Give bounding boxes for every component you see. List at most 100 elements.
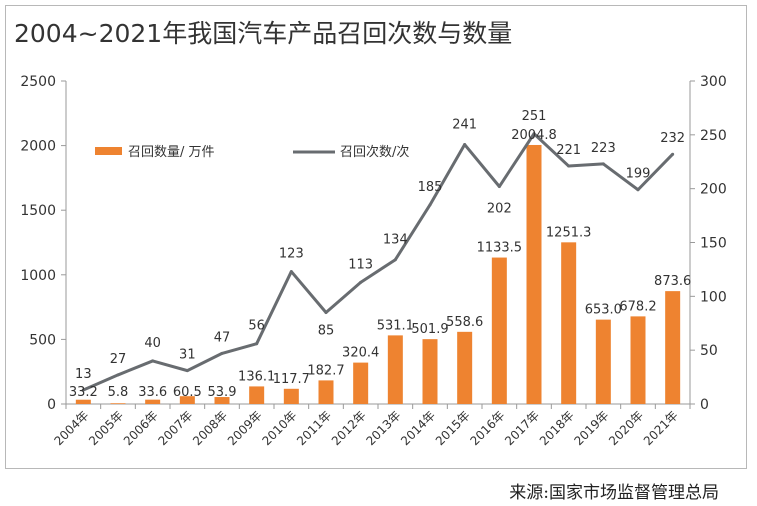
bar-data-label: 678.2 (619, 299, 656, 314)
line-point (428, 203, 432, 207)
line-point (81, 388, 85, 392)
line-point (255, 342, 259, 346)
line-point (151, 359, 155, 363)
bar-data-label: 873.6 (654, 274, 691, 289)
right-tick-label: 0 (700, 397, 709, 413)
bar (457, 331, 473, 404)
legend-label-line: 召回次数/次 (340, 144, 409, 160)
line-point (393, 258, 397, 262)
x-tick-label: 2007年 (155, 408, 195, 448)
bar (561, 242, 577, 404)
x-tick-label: 2014年 (398, 408, 438, 448)
bar-data-label: 531.1 (377, 318, 414, 333)
line-data-label: 134 (383, 233, 408, 248)
line-data-label: 221 (556, 143, 581, 158)
bar (526, 144, 542, 404)
legend-label-bars: 召回数量/ 万件 (128, 145, 215, 160)
x-tick-label: 2021年 (641, 408, 681, 448)
line-data-label: 113 (348, 257, 373, 272)
left-tick-label: 1500 (20, 203, 56, 219)
line-point (324, 310, 328, 314)
line-point (497, 185, 501, 189)
right-tick-label: 200 (700, 182, 727, 198)
line-data-label: 40 (144, 336, 161, 351)
x-tick-label: 2017年 (502, 408, 542, 448)
line-data-label: 241 (452, 118, 477, 133)
line-data-label: 85 (318, 323, 335, 338)
line-data-label: 56 (248, 319, 265, 334)
bar (214, 397, 230, 404)
x-tick-label: 2018年 (537, 408, 577, 448)
x-tick-label: 2015年 (433, 408, 473, 448)
line-data-label: 13 (75, 367, 92, 382)
bar (595, 319, 611, 404)
bar (249, 386, 265, 404)
bar (318, 380, 334, 404)
x-tick-label: 2006年 (121, 408, 161, 448)
x-tick-label: 2005年 (86, 408, 126, 448)
x-tick-label: 2009年 (225, 408, 265, 448)
line-data-label: 185 (418, 180, 443, 195)
x-tick-label: 2012年 (329, 408, 369, 448)
line-data-label: 199 (626, 167, 651, 182)
bar (630, 316, 646, 404)
line-point (636, 188, 640, 192)
line-series (82, 132, 674, 392)
bar-data-label: 136.1 (238, 369, 275, 384)
line-data-label: 47 (214, 330, 231, 345)
bar (75, 399, 91, 404)
x-tick-label: 2010年 (259, 408, 299, 448)
left-tick-label: 2500 (20, 74, 56, 90)
bar (387, 335, 403, 404)
bar (353, 362, 369, 404)
chart-frame (5, 5, 747, 469)
x-tick-label: 2008年 (190, 408, 230, 448)
bar (491, 257, 507, 404)
chart-title: 2004~2021年我国汽车产品召回次数与数量 (14, 19, 513, 48)
x-tick-label: 2019年 (571, 408, 611, 448)
bar-data-label: 1133.5 (477, 241, 523, 256)
x-tick-label: 2016年 (467, 408, 507, 448)
x-tick-label: 2013年 (363, 408, 403, 448)
line-point (185, 369, 189, 373)
line-data-label: 251 (522, 109, 547, 124)
legend-swatch-bars (95, 147, 122, 155)
right-tick-label: 150 (700, 236, 727, 252)
right-tick-label: 250 (700, 128, 727, 144)
line-data-label: 223 (591, 141, 616, 156)
line-point (359, 280, 363, 284)
bar-data-label: 60.5 (173, 385, 202, 400)
bar-data-label: 501.9 (411, 322, 448, 337)
line-point (567, 164, 571, 168)
right-tick-label: 300 (700, 74, 727, 90)
bar-data-label: 33.6 (138, 385, 167, 400)
x-tick-label: 2020年 (606, 408, 646, 448)
bar-data-label: 320.4 (342, 346, 379, 361)
bar-data-label: 117.7 (273, 372, 310, 387)
x-tick-label: 2004年 (51, 408, 91, 448)
bar-data-label: 182.7 (307, 363, 344, 378)
line-point (601, 162, 605, 166)
right-tick-label: 100 (700, 289, 727, 305)
line-point (220, 351, 224, 355)
left-tick-label: 2000 (20, 139, 56, 155)
bar-data-label: 33.2 (69, 385, 98, 400)
bar-data-label: 2004.8 (511, 128, 557, 143)
line-data-label: 123 (279, 247, 304, 262)
line-data-label: 202 (487, 202, 512, 217)
bar-data-label: 558.6 (446, 315, 483, 330)
line-data-label: 232 (660, 131, 685, 146)
bar-data-label: 1251.3 (546, 225, 592, 240)
line-point (116, 373, 120, 377)
line-data-label: 27 (110, 352, 127, 367)
bar (665, 291, 681, 404)
bar (422, 339, 438, 404)
left-tick-label: 0 (47, 397, 56, 413)
bar-data-label: 53.9 (208, 385, 237, 400)
bar (110, 403, 126, 404)
bar-data-label: 5.8 (108, 385, 129, 400)
source-note: 来源:国家市场监督管理总局 (509, 483, 719, 503)
bar (283, 388, 299, 404)
bar (179, 396, 195, 404)
